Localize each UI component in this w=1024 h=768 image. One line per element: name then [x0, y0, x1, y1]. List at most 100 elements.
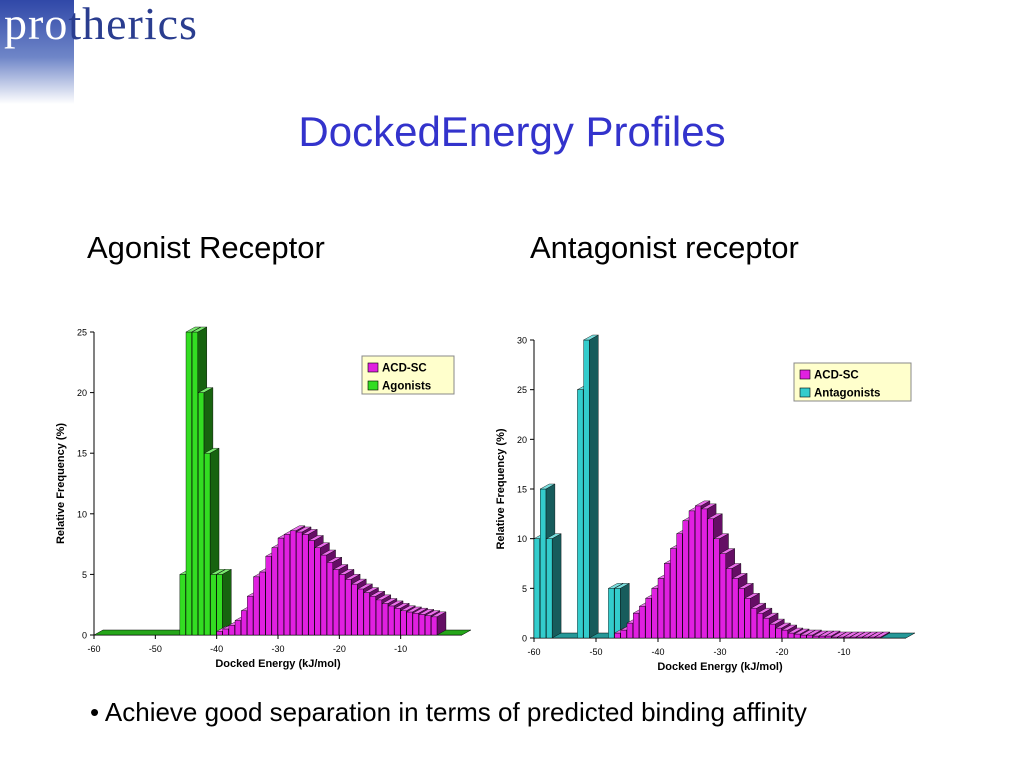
- bar-top: [215, 569, 233, 575]
- bar-top: [868, 631, 885, 638]
- bar-top: [399, 605, 417, 611]
- chart-legend: ACD-SC Agonists: [361, 355, 455, 395]
- bar-top: [787, 627, 804, 634]
- bar-front: [216, 631, 223, 636]
- bar-front: [259, 571, 266, 636]
- x-tick-label: -60: [527, 647, 540, 657]
- y-tick-label: 0: [522, 634, 527, 644]
- bar-top: [344, 574, 361, 580]
- bar-front: [191, 331, 198, 636]
- bar-top: [781, 624, 798, 631]
- logo-text-therics: therics: [68, 0, 198, 49]
- bar-front: [800, 634, 807, 639]
- bar-front: [533, 538, 540, 639]
- bar-top: [545, 533, 562, 539]
- bar-front: [719, 553, 726, 639]
- bar-front: [265, 556, 272, 636]
- bar-top: [855, 631, 872, 638]
- bar-front: [363, 592, 370, 636]
- x-tick-label: -10: [837, 647, 850, 657]
- bar-top: [326, 557, 343, 563]
- y-axis-label: Relative Frequency (%): [55, 423, 67, 544]
- bar-front: [620, 629, 627, 639]
- slide-title: DockedEnergy Profiles: [298, 108, 726, 155]
- bar-top: [812, 630, 829, 637]
- y-tick-label: 20: [517, 435, 527, 445]
- bar-side: [551, 533, 562, 639]
- bar-front: [725, 568, 733, 639]
- bar-top: [320, 549, 337, 556]
- bar-front: [198, 392, 205, 636]
- bar-top: [375, 594, 392, 601]
- bar-front: [812, 635, 819, 639]
- bar-front: [713, 538, 720, 639]
- bar-antagonists: [582, 334, 600, 639]
- bar-front: [283, 534, 290, 636]
- bar-top: [185, 326, 202, 333]
- bar-front: [757, 612, 764, 639]
- bar-top: [191, 326, 208, 333]
- bar-front: [546, 538, 553, 639]
- bar-front: [806, 634, 813, 639]
- bar-top: [613, 583, 631, 589]
- bar-top: [350, 578, 368, 585]
- bar-top: [607, 583, 624, 589]
- bar-front: [540, 488, 547, 639]
- bar-top: [307, 535, 325, 541]
- bar-front: [577, 389, 584, 639]
- bar-front: [382, 603, 389, 636]
- bar-front: [626, 622, 633, 639]
- bar-front: [388, 605, 395, 636]
- bar-top: [793, 628, 810, 635]
- bar-top: [725, 563, 742, 569]
- bar-top: [756, 607, 773, 614]
- bar-top: [744, 593, 761, 599]
- bar-front: [333, 569, 340, 636]
- legend-swatch: [367, 380, 379, 391]
- bar-front: [663, 563, 671, 639]
- y-tick-label: 15: [77, 449, 87, 459]
- bar-front: [314, 547, 321, 636]
- x-tick-label: -30: [713, 647, 726, 657]
- bar-top: [874, 631, 891, 638]
- bar-top: [799, 629, 817, 636]
- bar-front: [788, 632, 795, 639]
- bar-front: [320, 554, 327, 636]
- y-tick-label: 25: [77, 328, 87, 338]
- y-tick-label: 25: [517, 385, 527, 395]
- bar-front: [394, 608, 401, 636]
- bar-front: [179, 574, 186, 636]
- bar-top: [837, 631, 854, 638]
- bar-front: [210, 574, 217, 636]
- legend-swatch: [799, 387, 811, 398]
- y-tick-label: 10: [517, 534, 527, 544]
- bar-front: [781, 629, 788, 639]
- bar-top: [582, 334, 600, 341]
- bar-front: [277, 537, 284, 636]
- bar-top: [412, 607, 429, 614]
- legend-swatch: [367, 362, 379, 373]
- bar-top: [209, 569, 226, 575]
- bar-antagonists: [545, 533, 562, 639]
- bar-acd-sc: [430, 611, 447, 636]
- bar-front: [732, 578, 739, 639]
- bar-top: [332, 564, 349, 570]
- bar-front: [763, 617, 770, 639]
- bar-top: [768, 618, 786, 625]
- bar-top: [393, 603, 410, 609]
- legend-swatch: [799, 369, 811, 380]
- bar-front: [234, 620, 241, 636]
- bar-top: [762, 612, 779, 619]
- antagonist-heading: Antagonist receptor: [530, 230, 799, 265]
- bar-top: [289, 525, 306, 531]
- bar-front: [216, 574, 223, 636]
- bar-front: [271, 547, 278, 636]
- bar-front: [632, 612, 640, 639]
- bar-front: [694, 505, 702, 639]
- bar-top: [719, 548, 736, 554]
- bar-front: [290, 530, 297, 636]
- bar-top: [750, 603, 767, 609]
- bar-front: [418, 614, 425, 636]
- bar-front: [406, 611, 413, 636]
- bar-top: [849, 631, 866, 638]
